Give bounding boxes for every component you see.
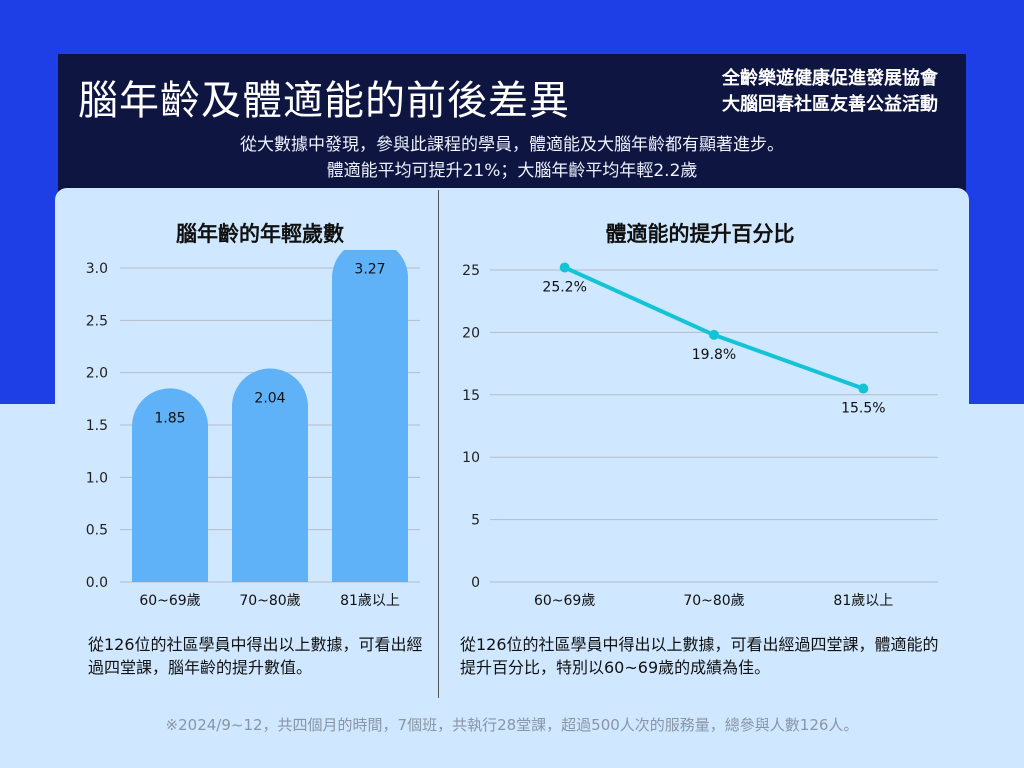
bar bbox=[132, 388, 208, 582]
bar-y-tick-label: 2.0 bbox=[86, 366, 108, 382]
bar-value-label: 2.04 bbox=[254, 390, 285, 406]
bar bbox=[332, 250, 408, 582]
organization-names: 全齡樂遊健康促進發展協會 大腦回春社區友善公益活動 bbox=[722, 66, 938, 118]
line-y-tick-label: 20 bbox=[462, 325, 480, 341]
bar-value-label: 3.27 bbox=[354, 262, 385, 278]
line-value-label: 25.2% bbox=[542, 280, 586, 296]
line-value-label: 15.5% bbox=[841, 401, 885, 417]
line-value-label: 19.8% bbox=[692, 347, 736, 363]
line-y-tick-label: 25 bbox=[462, 263, 480, 279]
line-x-tick-label: 81歲以上 bbox=[833, 593, 893, 609]
bar-x-tick-label: 60~69歲 bbox=[139, 593, 200, 609]
line-y-tick-label: 5 bbox=[471, 513, 480, 529]
organization-name-1: 全齡樂遊健康促進發展協會 bbox=[722, 68, 938, 89]
footnote: ※2024/9~12，共四個月的時間，7個班，共執行28堂課，超過500人次的服… bbox=[165, 716, 859, 734]
line-point bbox=[709, 329, 719, 340]
subtitle: 從大數據中發現，參與此課程的學員，體適能及大腦年齡都有顯著進步。 體適能平均可提… bbox=[58, 132, 966, 184]
bar-x-tick-label: 70~80歲 bbox=[239, 593, 300, 609]
organization-name-2: 大腦回春社區友善公益活動 bbox=[722, 94, 938, 115]
bar bbox=[232, 368, 308, 582]
header-banner: 腦年齡及體適能的前後差異 全齡樂遊健康促進發展協會 大腦回春社區友善公益活動 從… bbox=[58, 54, 966, 244]
bar-y-tick-label: 1.0 bbox=[86, 470, 108, 486]
line-y-tick-label: 0 bbox=[471, 575, 480, 591]
bar-chart-caption: 從126位的社區學員中得出以上數據，可看出經過四堂課，腦年齡的提升數值。 bbox=[88, 635, 423, 677]
bar-y-tick-label: 3.0 bbox=[86, 261, 108, 277]
line-chart: 0 5 10 15 20 25 25.2% 60~69歲 19.8% 70~80歲 15.5% 81歲… bbox=[462, 262, 938, 609]
line-x-tick-label: 70~80歲 bbox=[683, 593, 744, 609]
bar-chart-title: 腦年齡的年輕歲數 bbox=[176, 222, 344, 246]
panel-divider bbox=[438, 190, 439, 698]
bar-y-tick-label: 2.5 bbox=[86, 313, 108, 329]
line-point bbox=[858, 383, 869, 394]
line-series bbox=[563, 265, 865, 391]
bar-y-tick-label: 0.0 bbox=[86, 575, 108, 591]
subtitle-line-1: 從大數據中發現，參與此課程的學員，體適能及大腦年齡都有顯著進步。 bbox=[240, 135, 784, 155]
bar-value-label: 1.85 bbox=[154, 410, 185, 426]
line-point bbox=[559, 262, 570, 273]
line-chart-caption: 從126位的社區學員中得出以上數據，可看出經過四堂課，體適能的提升百分比，特別以… bbox=[460, 635, 939, 677]
page-title: 腦年齡及體適能的前後差異 bbox=[78, 78, 570, 124]
line-x-tick-label: 60~69歲 bbox=[534, 593, 595, 609]
line-chart-title: 體適能的提升百分比 bbox=[605, 222, 795, 246]
line-y-tick-label: 10 bbox=[462, 450, 480, 466]
bar-y-tick-label: 0.5 bbox=[86, 523, 108, 539]
bar-chart: 0.0 0.5 1.0 1.5 2.0 2.5 3.0 1.85 60~69歲 2.04 70~80… bbox=[86, 250, 420, 609]
bar-x-tick-label: 81歲以上 bbox=[340, 593, 400, 609]
line-y-tick-label: 15 bbox=[462, 388, 480, 404]
bar-y-tick-label: 1.5 bbox=[86, 418, 108, 434]
subtitle-line-2: 體適能平均可提升21%；大腦年齡平均年輕2.2歲 bbox=[326, 161, 698, 181]
